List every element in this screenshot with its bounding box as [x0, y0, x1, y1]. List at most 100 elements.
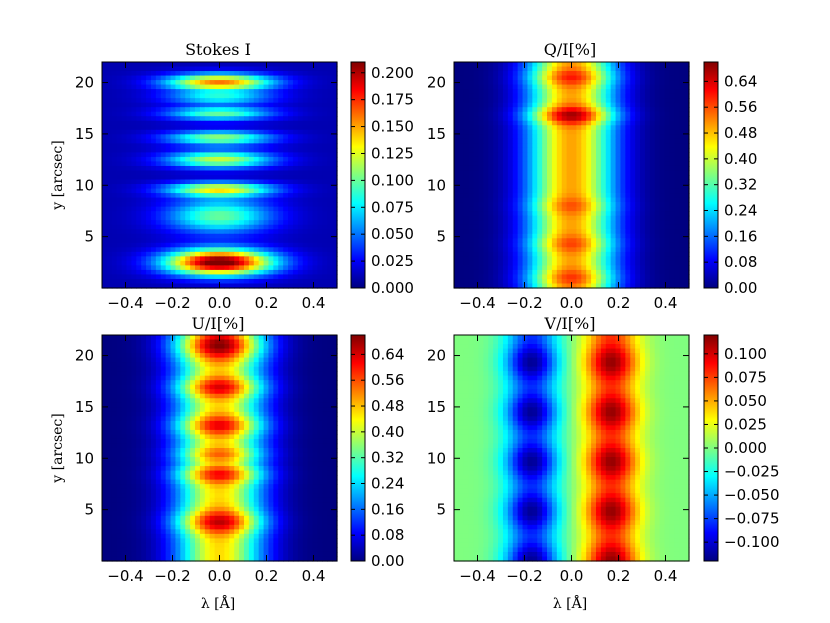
heatmap-cell — [468, 147, 475, 153]
heatmap-cell — [635, 66, 641, 72]
heatmap-cell — [551, 256, 558, 262]
heatmap-cell — [566, 265, 573, 271]
heatmap-cell — [478, 265, 484, 271]
heatmap-cell — [595, 138, 602, 144]
heatmap-cell — [586, 89, 592, 95]
heatmap-cell — [473, 233, 480, 239]
heatmap-cell — [581, 161, 587, 167]
heatmap-cell — [155, 147, 162, 153]
heatmap-cell — [664, 75, 671, 81]
heatmap-cell — [454, 193, 460, 199]
heatmap-cell — [273, 84, 279, 90]
heatmap-cell — [268, 215, 274, 221]
heatmap-cell — [131, 242, 137, 248]
heatmap-cell — [649, 161, 656, 167]
heatmap-cell — [283, 193, 289, 199]
heatmap-cell — [556, 147, 563, 153]
heatmap-cell — [288, 197, 294, 203]
colorbar-tick-label: 0.050 — [371, 225, 414, 243]
heatmap-cell — [532, 238, 538, 244]
heatmap-cell — [551, 116, 558, 122]
heatmap-cell — [175, 161, 181, 167]
heatmap-cell — [214, 197, 221, 203]
heatmap-cell — [209, 107, 216, 113]
heatmap-cell — [180, 111, 186, 117]
heatmap-cell — [640, 161, 646, 167]
heatmap-cell — [209, 75, 216, 81]
heatmap-cell — [561, 247, 568, 253]
heatmap-cell — [199, 138, 206, 144]
heatmap-cell — [229, 107, 235, 113]
heatmap-cell — [327, 251, 333, 257]
heatmap-cell — [644, 66, 651, 72]
heatmap-cell — [170, 161, 177, 167]
heatmap-cell — [620, 98, 626, 104]
heatmap-cell — [312, 116, 319, 122]
heatmap-cell — [502, 143, 509, 149]
heatmap-cell — [522, 120, 529, 126]
heatmap-cell — [551, 93, 558, 99]
heatmap-cell — [106, 107, 113, 113]
heatmap-cell — [146, 184, 152, 190]
heatmap-cell — [224, 125, 230, 131]
heatmap-cell — [160, 80, 167, 86]
heatmap-cell — [160, 107, 167, 113]
heatmap-cell — [591, 233, 597, 239]
heatmap-cell — [547, 152, 553, 158]
heatmap-cell — [517, 125, 524, 131]
heatmap-cell — [312, 138, 319, 144]
heatmap-cell — [136, 80, 142, 86]
heatmap-cell — [679, 84, 685, 90]
heatmap-cell — [278, 238, 284, 244]
heatmap-cell — [268, 274, 274, 280]
heatmap-cell — [150, 143, 157, 149]
heatmap-cell — [229, 188, 235, 194]
heatmap-cell — [468, 165, 475, 172]
heatmap-cell — [170, 98, 177, 104]
heatmap-cell — [674, 193, 680, 199]
heatmap-cell — [483, 152, 489, 158]
heatmap-cell — [473, 283, 480, 289]
heatmap-cell — [458, 62, 465, 68]
heatmap-cell — [131, 66, 137, 72]
heatmap-cell — [283, 215, 289, 221]
heatmap-cell — [635, 165, 641, 172]
heatmap-cell — [610, 251, 617, 257]
heatmap-cell — [625, 147, 631, 153]
heatmap-cell — [170, 206, 177, 212]
heatmap-cell — [591, 202, 597, 208]
heatmap-cell — [605, 224, 612, 230]
heatmap-cell — [566, 75, 573, 81]
heatmap-cell — [615, 215, 622, 221]
heatmap-cell — [532, 260, 538, 266]
heatmap-cell — [288, 66, 294, 72]
heatmap-cell — [649, 152, 656, 158]
heatmap-cell — [155, 89, 162, 95]
heatmap-cell — [327, 62, 333, 68]
heatmap-cell — [454, 197, 460, 203]
heatmap-cell — [527, 93, 533, 99]
y-tick-label: 5 — [84, 228, 94, 246]
heatmap-cell — [561, 238, 568, 244]
heatmap-cell — [478, 80, 484, 86]
heatmap-cell — [649, 197, 656, 203]
heatmap-cell — [576, 93, 582, 99]
heatmap-cell — [659, 156, 666, 163]
heatmap-cell — [649, 278, 656, 285]
heatmap-cell — [297, 134, 304, 140]
heatmap-cell — [664, 107, 671, 113]
heatmap-cell — [160, 283, 167, 289]
heatmap-cell — [248, 251, 255, 257]
heatmap-cell — [126, 89, 132, 95]
heatmap-cell — [458, 206, 465, 212]
heatmap-cell — [302, 211, 309, 217]
heatmap-cell — [674, 251, 680, 257]
heatmap-cell — [532, 125, 538, 131]
heatmap-cell — [630, 156, 636, 163]
heatmap-cell — [199, 147, 206, 153]
heatmap-cell — [674, 170, 680, 176]
heatmap-cell — [204, 107, 211, 113]
colorbar: 0.000.080.160.240.320.400.480.560.64 — [703, 61, 757, 297]
heatmap-cell — [586, 188, 592, 194]
heatmap-cell — [312, 274, 319, 280]
